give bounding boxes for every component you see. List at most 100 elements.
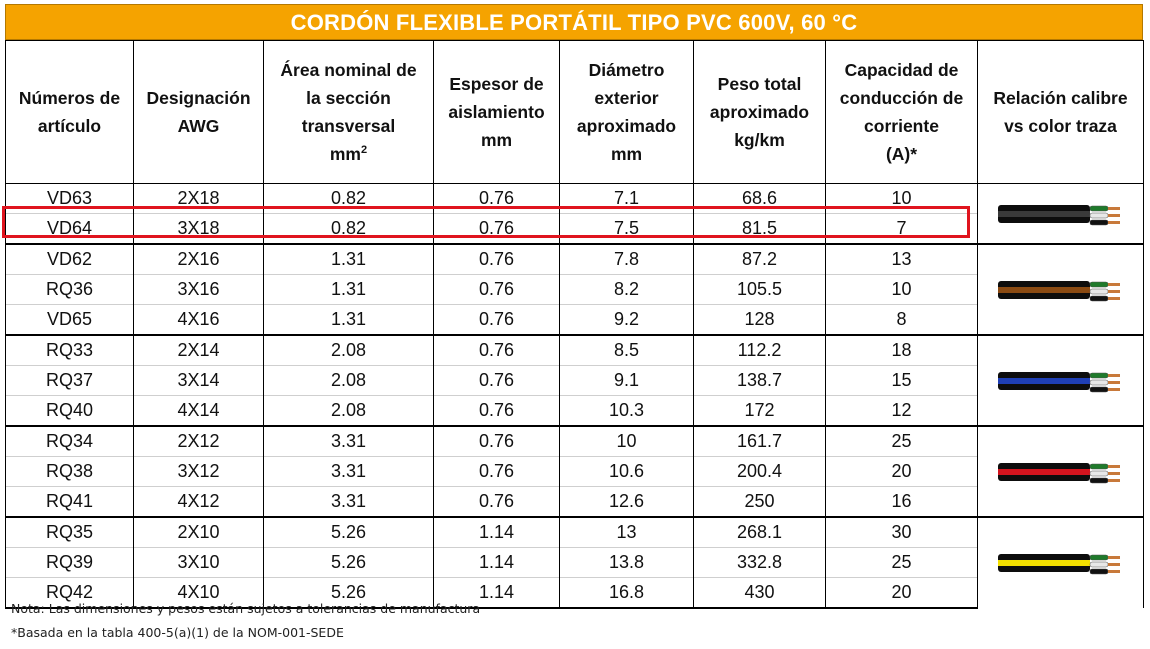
specs-table: Números de artículo Designación AWG Área n… — [5, 40, 1144, 609]
table-row: RQ36 3X16 1.31 0.76 8.2 105.5 10 — [5, 274, 1144, 305]
cell-awg: 2X14 — [133, 334, 264, 366]
cell-peso: 250 — [693, 486, 826, 517]
cell-diametro: 10.6 — [559, 456, 694, 487]
cell-capacidad: 8 — [825, 304, 978, 335]
cell-peso: 128 — [693, 304, 826, 335]
cell-awg: 4X10 — [133, 577, 264, 609]
cell-espesor: 0.76 — [433, 395, 560, 426]
gray-cable-icon — [997, 204, 1120, 225]
cell-capacidad: 25 — [825, 425, 978, 457]
cell-diametro: 7.5 — [559, 213, 694, 244]
cell-articulo: VD64 — [5, 213, 134, 244]
cell-espesor: 0.76 — [433, 274, 560, 305]
cell-area: 1.31 — [263, 304, 434, 335]
cell-capacidad: 16 — [825, 486, 978, 517]
cell-area: 3.31 — [263, 425, 434, 457]
cell-peso: 172 — [693, 395, 826, 426]
cell-capacidad: 20 — [825, 577, 978, 609]
cable-image-cell — [977, 425, 1144, 517]
cell-peso: 161.7 — [693, 425, 826, 457]
cell-awg: 4X16 — [133, 304, 264, 335]
cell-awg: 3X10 — [133, 547, 264, 578]
table-row: VD64 3X18 0.82 0.76 7.5 81.5 7 — [5, 213, 1144, 244]
table-row: RQ38 3X12 3.31 0.76 10.6 200.4 20 — [5, 456, 1144, 487]
cell-espesor: 1.14 — [433, 577, 560, 609]
cell-area: 1.31 — [263, 243, 434, 275]
cell-capacidad: 10 — [825, 183, 978, 214]
cell-awg: 2X12 — [133, 425, 264, 457]
cell-articulo: RQ36 — [5, 274, 134, 305]
cell-capacidad: 15 — [825, 365, 978, 396]
cell-area: 2.08 — [263, 365, 434, 396]
cell-peso: 200.4 — [693, 456, 826, 487]
cell-area: 2.08 — [263, 395, 434, 426]
table-row: RQ42 4X10 5.26 1.14 16.8 430 20 — [5, 577, 1144, 609]
cell-peso: 268.1 — [693, 516, 826, 548]
cell-diametro: 9.2 — [559, 304, 694, 335]
cell-capacidad: 20 — [825, 456, 978, 487]
cell-diametro: 10.3 — [559, 395, 694, 426]
cell-peso: 81.5 — [693, 213, 826, 244]
cell-diametro: 8.2 — [559, 274, 694, 305]
header-capacidad: Capacidad de conducción de corriente (A)* — [825, 40, 978, 184]
cell-area: 2.08 — [263, 334, 434, 366]
cable-image-cell — [977, 334, 1144, 426]
cell-articulo: RQ34 — [5, 425, 134, 457]
cell-diametro: 10 — [559, 425, 694, 457]
cell-awg: 2X16 — [133, 243, 264, 275]
table-row: RQ39 3X10 5.26 1.14 13.8 332.8 25 — [5, 547, 1144, 578]
header-espesor: Espesor de aislamiento mm — [433, 40, 560, 184]
header-awg: Designación AWG — [133, 40, 264, 184]
cell-awg: 3X14 — [133, 365, 264, 396]
cell-awg: 4X12 — [133, 486, 264, 517]
table-title: CORDÓN FLEXIBLE PORTÁTIL TIPO PVC 600V, … — [5, 4, 1143, 40]
cell-espesor: 0.76 — [433, 456, 560, 487]
table-body: VD63 2X18 0.82 0.76 7.1 68.6 10 VD64 3X18 0.82 0.7… — [5, 183, 1144, 609]
cell-capacidad: 12 — [825, 395, 978, 426]
cell-espesor: 0.76 — [433, 486, 560, 517]
table-row: RQ37 3X14 2.08 0.76 9.1 138.7 15 — [5, 365, 1144, 396]
cell-awg: 2X18 — [133, 183, 264, 214]
cell-capacidad: 10 — [825, 274, 978, 305]
cell-diametro: 12.6 — [559, 486, 694, 517]
cell-espesor: 0.76 — [433, 334, 560, 366]
cell-awg: 3X18 — [133, 213, 264, 244]
header-area: Área nominal de la sección transversal mm2 — [263, 40, 434, 184]
cable-image-cell — [977, 243, 1144, 335]
cell-articulo: VD65 — [5, 304, 134, 335]
cell-diametro: 8.5 — [559, 334, 694, 366]
cell-diametro: 13.8 — [559, 547, 694, 578]
header-diametro: Diámetro exterior aproximado mm — [559, 40, 694, 184]
cell-articulo: RQ35 — [5, 516, 134, 548]
product-table-sheet: CORDÓN FLEXIBLE PORTÁTIL TIPO PVC 600V, … — [5, 4, 1144, 609]
cell-articulo: VD63 — [5, 183, 134, 214]
header-peso: Peso total aproximado kg/km — [693, 40, 826, 184]
note-nom-reference: *Basada en la tabla 400-5(a)(1) de la NO… — [11, 625, 344, 640]
cell-articulo: RQ38 — [5, 456, 134, 487]
cell-espesor: 1.14 — [433, 547, 560, 578]
cell-capacidad: 7 — [825, 213, 978, 244]
table-row: VD63 2X18 0.82 0.76 7.1 68.6 10 — [5, 183, 1144, 244]
cell-espesor: 0.76 — [433, 243, 560, 275]
cell-espesor: 0.76 — [433, 304, 560, 335]
cell-awg: 4X14 — [133, 395, 264, 426]
cell-area: 3.31 — [263, 486, 434, 517]
cell-articulo: RQ42 — [5, 577, 134, 609]
cell-awg: 3X12 — [133, 456, 264, 487]
cell-diametro: 16.8 — [559, 577, 694, 609]
cell-capacidad: 30 — [825, 516, 978, 548]
cell-articulo: RQ33 — [5, 334, 134, 366]
cell-peso: 87.2 — [693, 243, 826, 275]
cell-espesor: 0.76 — [433, 425, 560, 457]
cell-peso: 332.8 — [693, 547, 826, 578]
table-row: RQ40 4X14 2.08 0.76 10.3 172 12 — [5, 395, 1144, 426]
header-relacion: Relación calibre vs color traza — [977, 40, 1144, 184]
cell-capacidad: 18 — [825, 334, 978, 366]
cell-diametro: 7.8 — [559, 243, 694, 275]
cell-articulo: RQ40 — [5, 395, 134, 426]
brown-cable-icon — [997, 280, 1120, 301]
cell-articulo: RQ37 — [5, 365, 134, 396]
note-tolerances: Nota: Las dimensiones y pesos están suje… — [11, 601, 481, 616]
blue-cable-icon — [997, 371, 1120, 392]
header-row: Números de artículo Designación AWG Área n… — [5, 40, 1144, 184]
